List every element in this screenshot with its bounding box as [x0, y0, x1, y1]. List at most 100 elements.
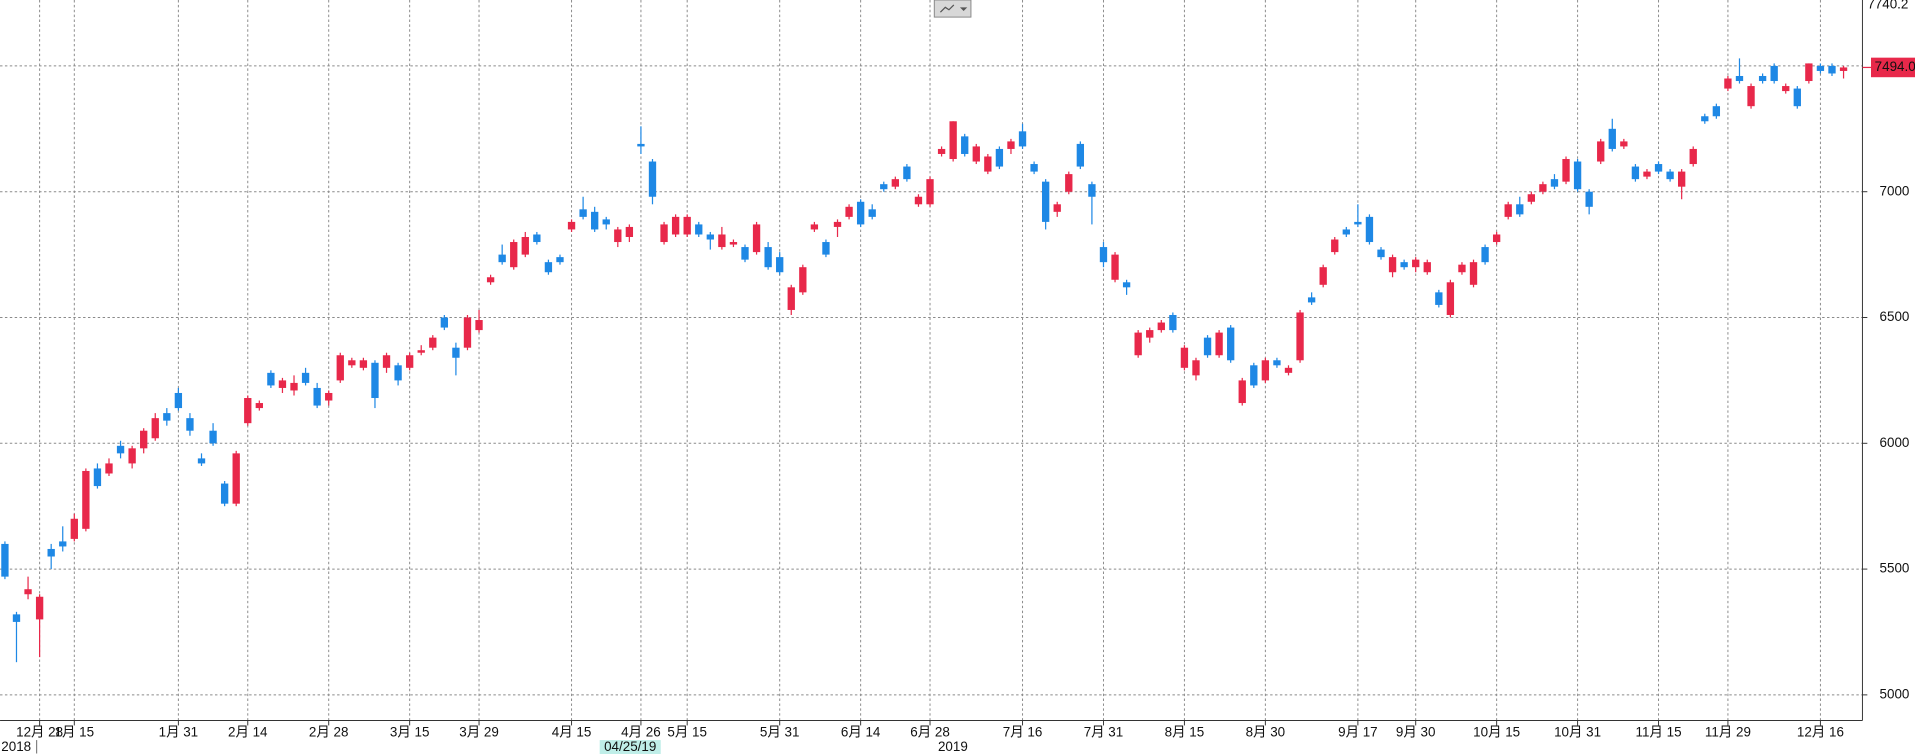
- candle-body: [1122, 282, 1131, 288]
- candle-body: [718, 234, 726, 248]
- candle-body: [984, 156, 992, 172]
- x-tick-label: 2月 14: [228, 724, 268, 739]
- candle-body: [914, 196, 923, 205]
- candle-body: [336, 355, 344, 381]
- candle-body: [787, 287, 795, 310]
- x-tick-label: 11月 15: [1636, 724, 1682, 739]
- candle-body: [1689, 148, 1697, 165]
- y-tick-label: 7000: [1880, 183, 1910, 198]
- candle-body: [1828, 65, 1836, 74]
- candle-body: [244, 398, 252, 424]
- y-tick-label: 5500: [1880, 561, 1910, 576]
- x-tick-label: 5月 31: [760, 724, 800, 739]
- candle-body: [1458, 264, 1466, 273]
- candle-body: [729, 242, 738, 245]
- candle-body: [1227, 327, 1235, 361]
- candle-body: [209, 430, 217, 444]
- candle-body: [1261, 360, 1270, 381]
- candle-body: [1111, 254, 1119, 280]
- candle-body: [1816, 65, 1825, 71]
- candle-body: [1492, 234, 1501, 243]
- candle-body: [1793, 88, 1801, 107]
- candle-body: [579, 209, 587, 217]
- candle-body: [1504, 204, 1512, 217]
- candle-body: [845, 206, 853, 217]
- candle-body: [1030, 164, 1038, 172]
- candle-body: [741, 247, 749, 260]
- candle-body: [683, 216, 691, 235]
- x-tick-label: 11月 29: [1705, 724, 1751, 739]
- chart-type-button[interactable]: [933, 0, 972, 18]
- candle-body: [937, 148, 946, 154]
- candle-body: [1747, 86, 1755, 107]
- last-price-tag: [1870, 57, 1915, 78]
- button-frame[interactable]: [933, 0, 972, 18]
- candle-body: [556, 257, 564, 263]
- candle-body: [1712, 106, 1721, 117]
- candle-body: [868, 209, 876, 217]
- candle-body: [637, 143, 645, 147]
- candle-body: [660, 224, 668, 243]
- candle-body: [301, 372, 310, 383]
- candle-body: [359, 360, 368, 368]
- candle-body: [163, 413, 171, 421]
- candle-body: [116, 445, 125, 454]
- y-tick-label: 6000: [1880, 435, 1910, 450]
- candle-body: [1250, 365, 1258, 386]
- candle-body: [1573, 161, 1582, 190]
- candle-body: [1839, 67, 1848, 71]
- candle-body: [1007, 141, 1015, 149]
- candle-body: [1735, 75, 1744, 82]
- candle-body: [1238, 380, 1246, 404]
- candle-body: [810, 224, 819, 230]
- year-label: 2018: [1, 739, 31, 754]
- x-tick-label: 8月 30: [1246, 724, 1286, 739]
- button-arrow: [959, 7, 968, 11]
- candle-body: [1180, 347, 1189, 368]
- candle-body: [290, 382, 298, 391]
- candle-body: [1365, 216, 1374, 243]
- x-tick-label: 7月 16: [1003, 724, 1043, 739]
- x-tick-label: 5月 15: [667, 724, 707, 739]
- candle-body: [752, 224, 761, 253]
- candle-body: [12, 614, 21, 622]
- candle-body: [325, 392, 333, 401]
- candle-body: [1331, 239, 1339, 253]
- candle-body: [880, 184, 888, 190]
- candle-body: [498, 254, 506, 263]
- candle-body: [1677, 171, 1686, 187]
- candle-body: [972, 146, 980, 162]
- candle-body: [1065, 174, 1073, 192]
- candle-body: [1770, 65, 1778, 82]
- button-icon: [939, 4, 955, 13]
- candle-body: [1296, 312, 1304, 361]
- candle-body: [405, 355, 414, 368]
- y-tick-label: 5000: [1880, 686, 1910, 701]
- candle-body: [799, 267, 807, 293]
- candle-body: [1516, 204, 1524, 215]
- cursor-date-box: [599, 740, 661, 754]
- candle-body: [35, 596, 44, 620]
- x-tick-label: 8月 15: [1165, 724, 1205, 739]
- candle-body: [394, 365, 402, 381]
- candle-body: [1805, 63, 1813, 82]
- x-tick-label: 1月 31: [159, 724, 199, 739]
- candle-body: [1076, 143, 1085, 167]
- candle-body: [429, 337, 437, 348]
- candle-body: [567, 221, 576, 230]
- candle-body: [614, 229, 622, 243]
- candle-body: [1527, 194, 1535, 202]
- candle-body: [24, 589, 32, 595]
- candle-body: [417, 350, 425, 353]
- x-tick-label: 12月 16: [1797, 724, 1844, 739]
- candle-body: [695, 224, 703, 235]
- candle-body: [1041, 181, 1050, 222]
- x-tick-label: 3月 15: [390, 724, 430, 739]
- candle-body: [1146, 330, 1154, 338]
- candle-body: [59, 541, 67, 547]
- x-tick-label: 2月 28: [309, 724, 349, 739]
- candle-body: [706, 234, 714, 240]
- candle-body: [1018, 131, 1027, 147]
